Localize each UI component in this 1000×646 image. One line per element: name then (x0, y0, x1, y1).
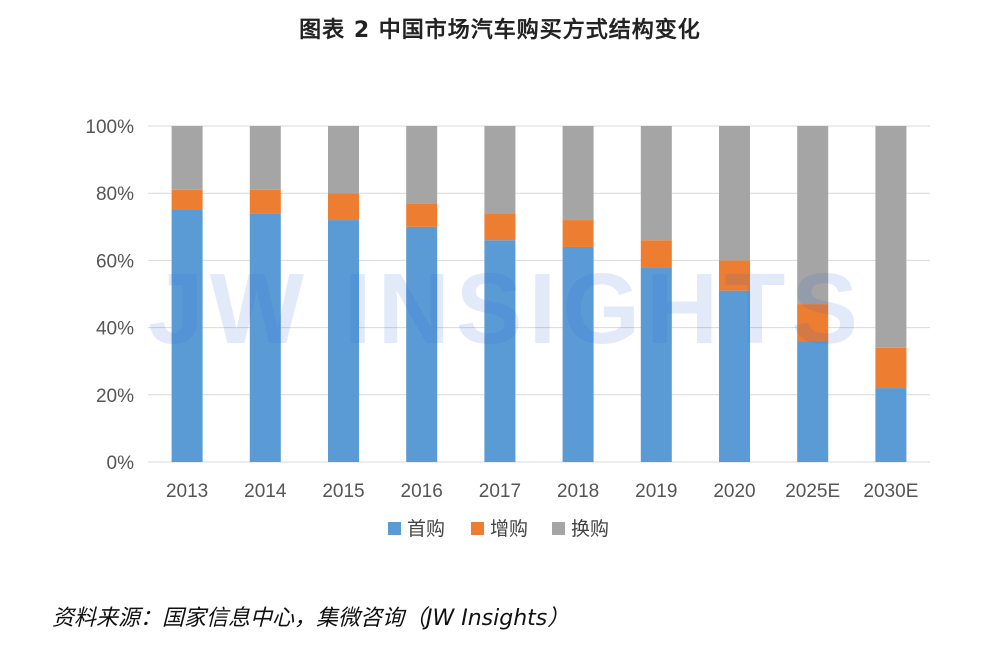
x-tick-label: 2015 (322, 481, 364, 502)
y-tick-label: 100% (85, 117, 134, 138)
bar-first-purchase-2018 (562, 246, 594, 462)
bar-first-purchase-2015 (328, 220, 359, 462)
bar-replacement-purchase-2020 (719, 126, 750, 261)
bar-replacement-purchase-2015 (328, 126, 359, 194)
x-tick-label: 2017 (479, 481, 521, 502)
bar-replacement-purchase-2014 (249, 126, 281, 190)
y-tick-label: 20% (96, 386, 134, 407)
bar-additional-purchase-2013 (171, 189, 203, 210)
bar-replacement-purchase-2018 (562, 126, 594, 221)
y-tick-label: 80% (96, 184, 134, 205)
bar-additional-purchase-2020 (719, 260, 750, 291)
x-axis-ticks: 2013 2014 2015 2016 2017 2018 2019 2020 2025E 203… (166, 481, 918, 502)
bar-first-purchase-2019 (640, 267, 672, 462)
legend-label: 首购 (407, 518, 445, 540)
x-tick-label: 2018 (557, 481, 599, 502)
chart-title: 图表 2 中国市场汽车购买方式结构变化 (299, 18, 701, 43)
x-tick-label: 2019 (635, 481, 677, 502)
bar-first-purchase-2030E (875, 388, 907, 462)
y-tick-label: 0% (107, 453, 135, 474)
legend-label: 换购 (571, 518, 609, 540)
bar-additional-purchase-2030E (875, 347, 907, 389)
bar-first-purchase-2025E (797, 341, 829, 462)
bar-additional-purchase-2025E (797, 304, 829, 342)
y-tick-label: 40% (96, 319, 134, 340)
bars (171, 126, 907, 462)
bar-first-purchase-2017 (484, 240, 516, 462)
bar-replacement-purchase-2025E (797, 126, 829, 305)
bar-replacement-purchase-2017 (484, 126, 516, 214)
x-tick-label: 2016 (401, 481, 443, 502)
source-note: 资料来源：国家信息中心，集微咨询（JW Insights） (52, 606, 570, 631)
legend-swatch (552, 522, 565, 535)
legend-swatch (471, 522, 484, 535)
bar-replacement-purchase-2016 (406, 126, 438, 204)
bar-additional-purchase-2015 (328, 193, 359, 221)
bar-replacement-purchase-2030E (875, 126, 907, 348)
bar-additional-purchase-2014 (249, 189, 281, 214)
legend: 首购 增购 换购 (388, 518, 609, 540)
y-tick-label: 60% (96, 251, 134, 272)
bar-additional-purchase-2018 (562, 220, 594, 247)
bar-first-purchase-2014 (249, 213, 281, 462)
bar-replacement-purchase-2013 (171, 126, 203, 190)
legend-swatch (388, 522, 401, 535)
bar-first-purchase-2020 (719, 290, 750, 462)
bar-first-purchase-2013 (171, 210, 203, 462)
x-tick-label: 2013 (166, 481, 208, 502)
x-tick-label: 2030E (863, 481, 918, 502)
x-tick-label: 2020 (713, 481, 755, 502)
x-tick-label: 2014 (244, 481, 287, 502)
bar-first-purchase-2016 (406, 226, 438, 462)
y-axis-ticks: 0% 20% 40% 60% 80% 100% (85, 117, 134, 474)
x-tick-label: 2025E (785, 481, 840, 502)
bar-additional-purchase-2016 (406, 203, 438, 227)
bar-replacement-purchase-2019 (640, 126, 672, 241)
bar-additional-purchase-2017 (484, 213, 516, 241)
bar-additional-purchase-2019 (640, 240, 672, 268)
legend-label: 增购 (490, 518, 528, 540)
